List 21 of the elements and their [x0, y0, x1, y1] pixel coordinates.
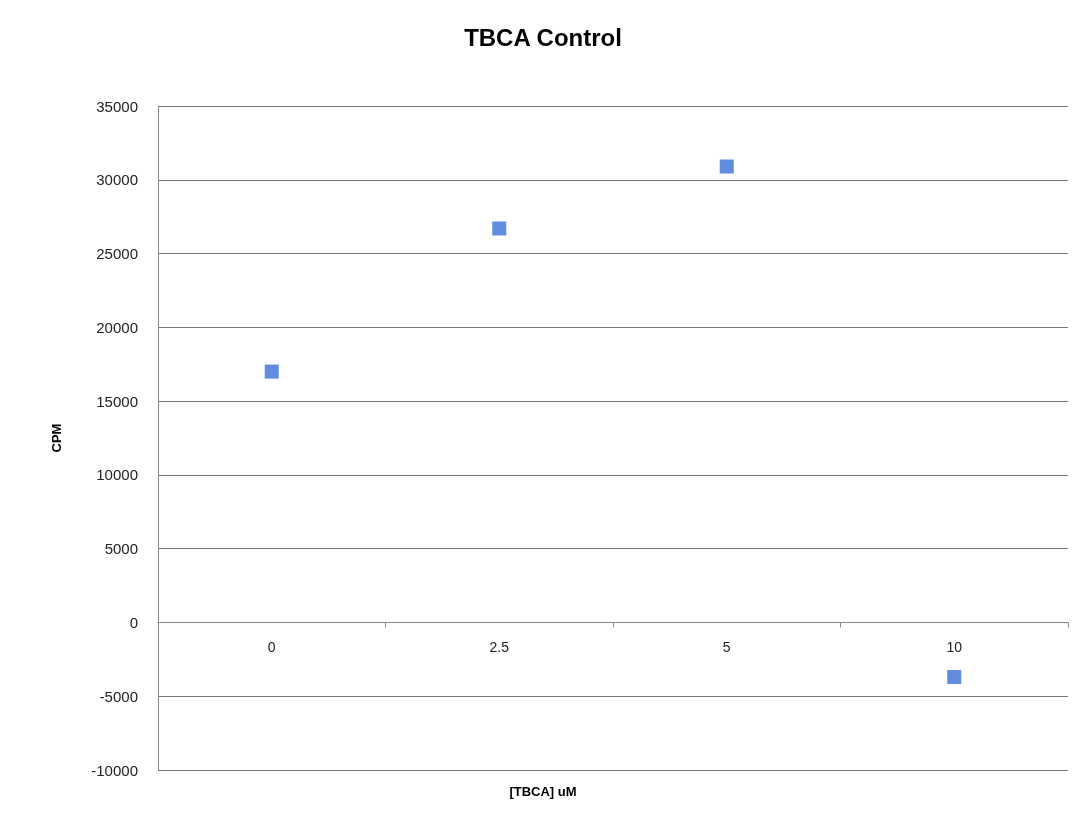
y-tick-label: 15000: [96, 392, 138, 410]
x-tick-label: 5: [722, 639, 731, 656]
point: [947, 670, 962, 685]
y-tick-label: -5000: [99, 687, 138, 705]
point: [492, 221, 507, 236]
y-tick-label: 10000: [96, 466, 138, 484]
y-tick-label: 25000: [96, 245, 138, 263]
y-tick-label: -10000: [91, 761, 138, 779]
x-tick-label: 2.5: [489, 639, 510, 656]
chart-title: TBCA Control: [464, 23, 622, 51]
point: [719, 159, 734, 174]
x-tick-label: 0: [267, 639, 276, 656]
y-tick-label: 0: [129, 613, 138, 631]
y-tick-label: 30000: [96, 171, 138, 189]
point: [264, 364, 279, 379]
y-tick-label: 5000: [104, 540, 138, 558]
y-tick-label: 20000: [96, 318, 138, 336]
x-axis-title: [TBCA] uM: [509, 784, 577, 799]
y-axis-title: CPM: [49, 423, 64, 453]
x-tick-label: 10: [946, 639, 963, 656]
y-tick-label: 35000: [96, 97, 138, 115]
